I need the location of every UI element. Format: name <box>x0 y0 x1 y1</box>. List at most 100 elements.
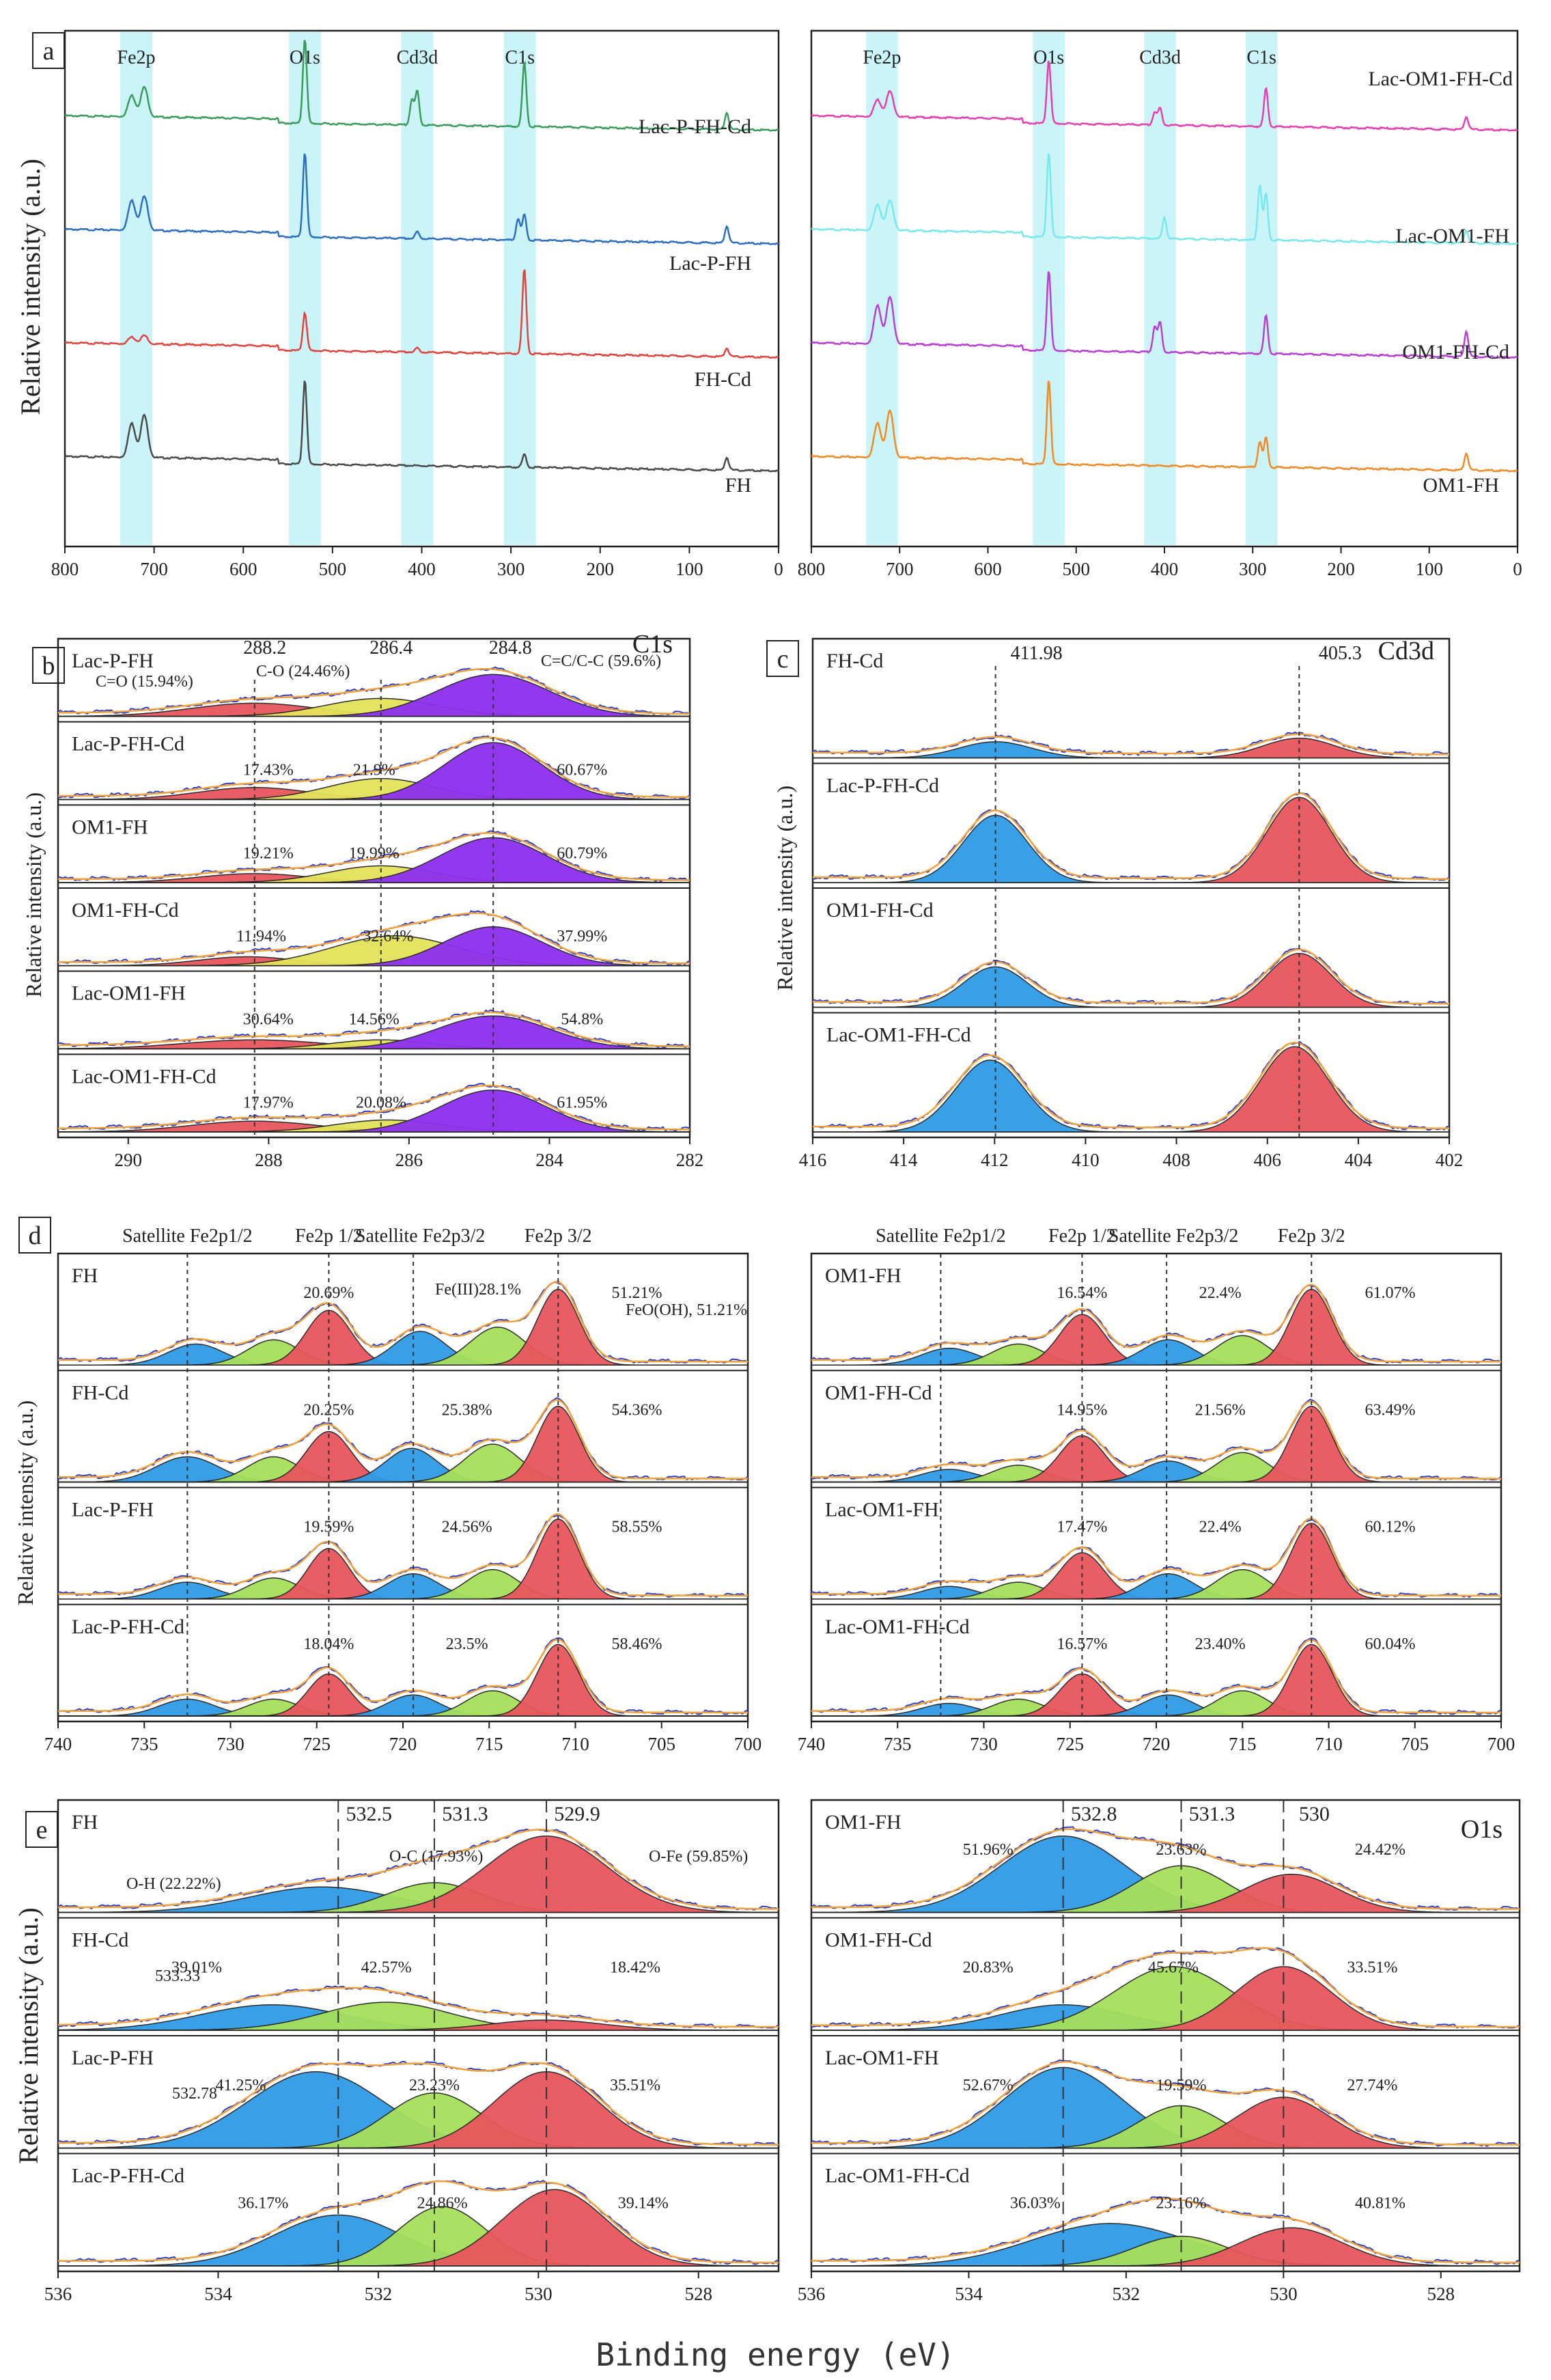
survey-tick-label: 500 <box>319 559 347 579</box>
y-axis-title: Relative intensity (a.u.) <box>13 1907 44 2163</box>
peak-green <box>811 2235 1520 2267</box>
survey-tick-label: 300 <box>497 559 525 579</box>
band-label: O1s <box>290 47 320 68</box>
percent-label: 54.36% <box>612 1401 662 1419</box>
survey-tick-label: 300 <box>1239 559 1267 579</box>
stack-tick-label: 290 <box>115 1150 143 1170</box>
series-line <box>811 380 1518 473</box>
peak-red <box>813 797 1449 883</box>
fit-envelope <box>813 792 1449 880</box>
spectrum-name: OM1-FH-Cd <box>825 1381 932 1404</box>
fit-envelope <box>57 667 690 715</box>
fit-envelope <box>58 1829 779 1910</box>
spectrum-name: Lac-OM1-FH <box>825 2047 939 2069</box>
peak-red <box>58 1835 779 1913</box>
percent-label: 23.5% <box>446 1635 488 1653</box>
y-axis-title: Relative intensity (a.u.) <box>13 1400 38 1605</box>
spectrum-name: FH-Cd <box>72 1381 128 1404</box>
ref-label: 284.8 <box>489 637 532 659</box>
stack-tick-label: 288 <box>255 1150 283 1170</box>
peak-red <box>57 1288 749 1366</box>
percent-label: 24.86% <box>417 2195 468 2213</box>
element-title: C1s <box>632 630 673 659</box>
spectrum-name: OM1-FH-Cd <box>825 1929 932 1952</box>
stack-tick-label: 715 <box>475 1734 503 1754</box>
survey-tick-label: 400 <box>408 559 436 579</box>
fit-envelope <box>811 2198 1520 2264</box>
percent-label: 61.07% <box>1365 1284 1416 1302</box>
peak-annotation: C=O (15.94%) <box>96 673 193 691</box>
survey-tick-label: 600 <box>229 559 257 579</box>
band-label: C1s <box>505 47 535 68</box>
survey-tick-label: 200 <box>587 559 615 579</box>
percent-label: 11.94% <box>236 928 286 945</box>
band-Fe2p <box>120 32 153 545</box>
peak-purple <box>57 674 690 717</box>
percent-label: 21.56% <box>1195 1401 1246 1419</box>
stack-tick-label: 725 <box>303 1734 331 1754</box>
element-title: O1s <box>1461 1815 1503 1844</box>
panel-label: e <box>36 1816 48 1844</box>
fit-envelope <box>58 1638 748 1714</box>
fit-envelope <box>811 1639 1501 1714</box>
band-Fe2p <box>866 32 898 545</box>
peak-red <box>811 1966 1520 2031</box>
peak-annotation: Fe(III)28.1% <box>435 1281 521 1299</box>
survey-tick-label: 400 <box>1151 559 1179 579</box>
fit-envelope <box>813 948 1449 1005</box>
peak-purple <box>58 1089 690 1133</box>
series-line <box>811 153 1518 245</box>
ref-label: Fe2p 1/2 <box>1048 1226 1116 1247</box>
peak-red <box>57 1519 749 1600</box>
ref-label: Fe2p 3/2 <box>525 1226 592 1247</box>
stack-tick-label: 715 <box>1229 1734 1257 1754</box>
peak-purple <box>57 926 690 967</box>
percent-label: 33.51% <box>1347 1959 1397 1977</box>
fit-envelope <box>58 1084 690 1131</box>
percent-label: 22.4% <box>1199 1284 1242 1302</box>
spectrum-name: Lac-P-FH <box>72 650 154 672</box>
ref-label: 531.3 <box>442 1803 488 1825</box>
stack-tick-label: 534 <box>955 2284 983 2304</box>
stack-tick-label: 536 <box>44 2284 72 2304</box>
stack-tick-label: 710 <box>1315 1734 1343 1754</box>
ref-label: 530 <box>1299 1803 1330 1825</box>
ref-label: 532.8 <box>1071 1803 1117 1825</box>
stack-tick-label: 530 <box>525 2284 553 2304</box>
series-label: FH <box>725 474 751 497</box>
spectrum-name: OM1-FH-Cd <box>72 899 179 922</box>
peak-red <box>58 1406 748 1483</box>
fit-envelope <box>58 912 690 965</box>
stack-tick-label: 725 <box>1057 1734 1085 1754</box>
stack-tick-label: 404 <box>1345 1150 1373 1170</box>
percent-label: 30.64% <box>243 1011 294 1029</box>
stack-tick-label: 710 <box>561 1734 589 1754</box>
stack-tick-label: 284 <box>535 1150 563 1170</box>
series-line <box>64 269 779 359</box>
stack-tick-label: 528 <box>685 2284 713 2304</box>
series-label: OM1-FH-Cd <box>1402 341 1509 363</box>
stack-tick-label: 705 <box>648 1734 676 1754</box>
percent-label: 14.56% <box>349 1011 400 1029</box>
survey-tick-label: 0 <box>774 559 783 579</box>
stack-tick-label: 534 <box>204 2284 232 2304</box>
peak-red <box>58 2071 779 2149</box>
series-line <box>64 153 779 245</box>
spectrum-name: Lac-OM1-FH <box>72 982 186 1005</box>
survey-tick-label: 0 <box>1513 559 1522 579</box>
ref-label: Satellite Fe2p3/2 <box>355 1226 486 1247</box>
fit-envelope <box>57 1987 779 2028</box>
percent-label: 40.81% <box>1355 2195 1406 2213</box>
stack-tick-label: 700 <box>1487 1734 1515 1754</box>
spectrum-name: OM1-FH <box>72 816 148 838</box>
stack-tick-label: 700 <box>734 1734 762 1754</box>
ref-label: 411.98 <box>1011 643 1063 664</box>
series-label: Lac-P-FH <box>669 252 751 275</box>
percent-label: 21.9% <box>353 762 395 779</box>
percent-label: 19.21% <box>243 844 294 862</box>
spectrum-name: OM1-FH <box>825 1811 902 1834</box>
ref-label: 529.9 <box>554 1803 600 1825</box>
percent-label: 39.01% <box>171 1959 222 1977</box>
fit-envelope <box>811 1517 1501 1597</box>
raw-spectrum <box>57 1083 690 1132</box>
